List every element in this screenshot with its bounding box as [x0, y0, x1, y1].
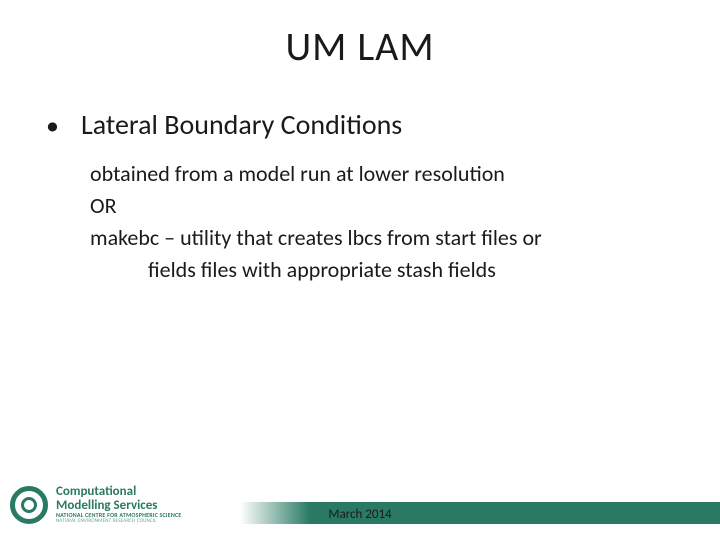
sub-bullet-block: obtained from a model run at lower resol…: [34, 142, 686, 286]
sub-line-2: OR: [90, 190, 686, 222]
body-content: • Lateral Boundary Conditions obtained f…: [0, 71, 720, 286]
bullet-marker-icon: •: [46, 112, 59, 138]
sub-line-1: obtained from a model run at lower resol…: [90, 158, 686, 190]
footer-date: March 2014: [0, 507, 720, 522]
slide-title: UM LAM: [0, 22, 720, 71]
footer: Computational Modelling Services NATIONA…: [0, 470, 720, 524]
logo-line-1: Computational: [56, 485, 182, 499]
sub-line-4: fields files with appropriate stash fiel…: [90, 254, 686, 286]
bullet-item: • Lateral Boundary Conditions: [34, 107, 686, 142]
sub-line-3: makebc – utility that creates lbcs from …: [90, 222, 686, 254]
bullet-text: Lateral Boundary Conditions: [81, 107, 402, 142]
